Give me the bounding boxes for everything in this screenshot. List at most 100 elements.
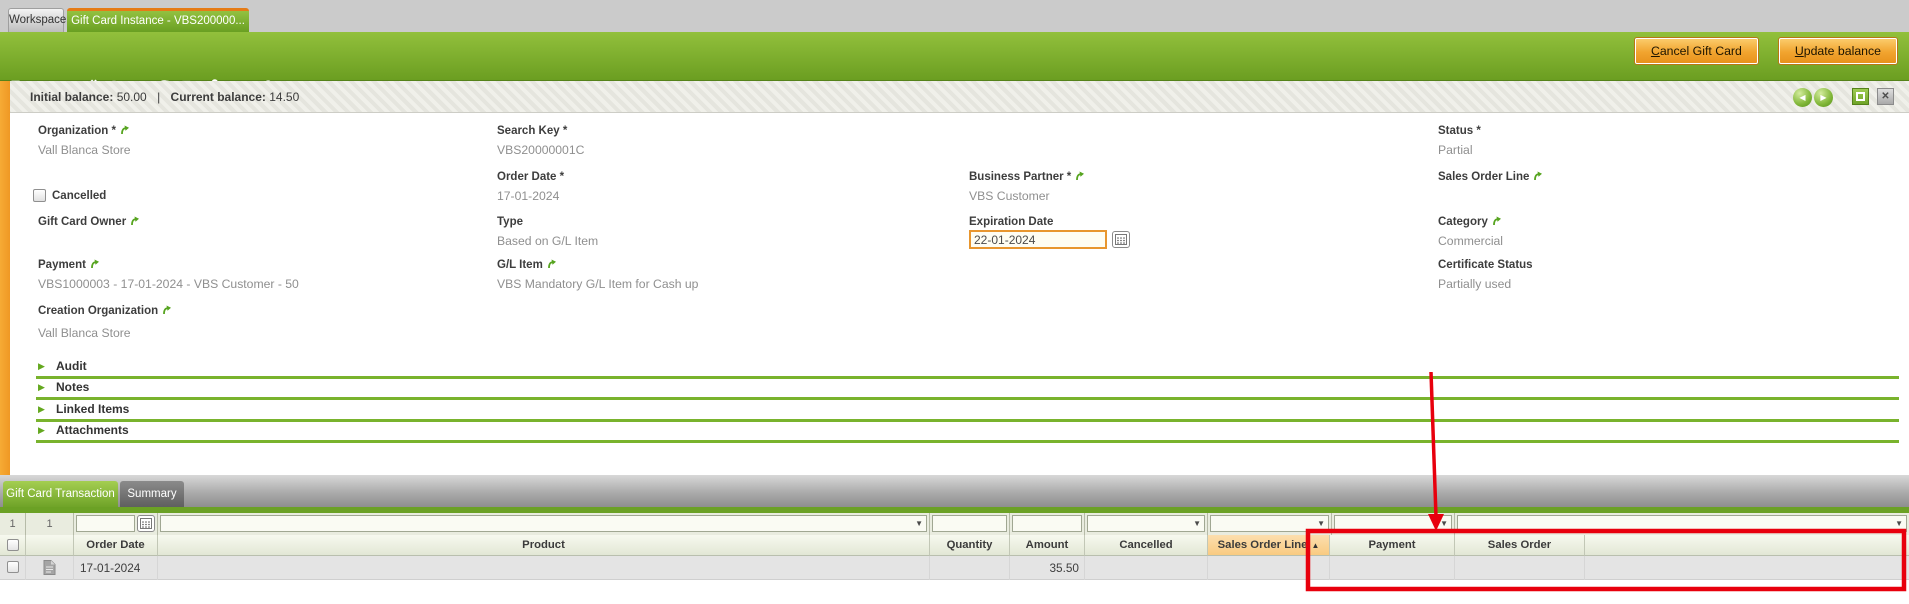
filter-amount (1010, 513, 1085, 535)
gift-card-transaction-grid: 1 1 ▼ ▼ ▼ ▼ ▼ (0, 513, 1909, 604)
field-value: Commercial (1438, 234, 1504, 248)
current-balance-value: 14.50 (269, 90, 300, 104)
filter-payment: ▼ (1332, 513, 1455, 535)
amount-filter-input[interactable] (1012, 515, 1082, 532)
cancelled-checkbox-label: Cancelled (52, 190, 107, 202)
tab-workspace[interactable]: Workspace (8, 8, 66, 32)
column-header-sales-order[interactable]: Sales Order (1455, 535, 1585, 556)
select-all-checkbox[interactable] (7, 539, 19, 551)
next-record-icon[interactable]: ▶ (1814, 88, 1833, 107)
column-header-product[interactable]: Product (158, 535, 930, 556)
column-header-sales-order-line[interactable]: Sales Order Line ▲ (1208, 535, 1330, 556)
section-label: Audit (56, 359, 87, 373)
cancelled-checkbox[interactable] (33, 189, 46, 202)
cell-product (158, 556, 930, 580)
field-value: Vall Blanca Store (38, 326, 131, 340)
filter-sales-order-line: ▼ (1208, 513, 1332, 535)
link-arrow-icon[interactable] (1533, 171, 1543, 181)
filter-order-date (74, 513, 158, 535)
select-all-header-cell (0, 535, 26, 556)
field-gl-item: G/L Item VBS Mandatory G/L Item for Cash… (497, 259, 698, 291)
calendar-icon[interactable] (1112, 231, 1130, 248)
transaction-row[interactable]: 17-01-2024 35.50 (0, 556, 1909, 580)
column-header-quantity[interactable]: Quantity (930, 535, 1010, 556)
expand-triangle-icon: ▶ (38, 382, 45, 392)
field-search-key: Search Key * VBS20000001C (497, 125, 584, 157)
field-value: Partially used (1438, 277, 1512, 291)
cell-sales-order-line (1208, 556, 1330, 580)
form-left-accent-stripe (0, 81, 10, 475)
grid-header-row: Order Date Product Quantity Amount Cance… (0, 535, 1909, 556)
filter-quantity (930, 513, 1010, 535)
section-linked-items[interactable]: ▶ Linked Items (36, 401, 1899, 422)
sales-order-filter-input[interactable]: ▼ (1457, 515, 1907, 532)
field-value: Partial (1438, 143, 1473, 157)
link-arrow-icon[interactable] (130, 216, 140, 226)
expand-triangle-icon: ▶ (38, 404, 45, 414)
filter-product: ▼ (158, 513, 930, 535)
tab-gift-card-instance[interactable]: Gift Card Instance - VBS200000...✕ (67, 8, 249, 46)
field-value: VBS1000003 - 17-01-2024 - VBS Customer -… (38, 277, 299, 291)
link-arrow-icon[interactable] (547, 259, 556, 269)
field-value: VBS20000001C (497, 143, 585, 157)
filter-dropdown-icon[interactable]: ▼ (1895, 519, 1903, 528)
form-area: Organization * Vall Blanca Store Search … (0, 113, 1909, 475)
expiration-date-input[interactable] (969, 230, 1107, 249)
field-label: Status * (1438, 125, 1481, 137)
payment-filter-input[interactable]: ▼ (1334, 515, 1452, 532)
filter-dropdown-icon[interactable]: ▼ (1317, 519, 1325, 528)
maximize-icon[interactable] (1852, 88, 1869, 105)
field-label: G/L Item (497, 259, 543, 271)
link-arrow-icon[interactable] (90, 259, 99, 269)
field-expiration-date-label: Expiration Date (969, 216, 1053, 230)
order-date-filter-input[interactable] (76, 515, 135, 532)
filler-header-cell (1585, 535, 1909, 556)
filter-dropdown-icon[interactable]: ▼ (1193, 519, 1201, 528)
link-arrow-icon[interactable] (162, 305, 172, 315)
product-filter-input[interactable]: ▼ (160, 515, 927, 532)
section-notes[interactable]: ▶ Notes (36, 379, 1899, 400)
field-status: Status * Partial (1438, 125, 1481, 157)
tab-label: Gift Card Instance - VBS200000... (71, 15, 245, 27)
filter-dropdown-icon[interactable]: ▼ (1440, 519, 1448, 528)
row-checkbox[interactable] (7, 561, 19, 573)
link-arrow-icon[interactable] (1492, 216, 1501, 226)
close-form-icon[interactable]: ✕ (1877, 88, 1894, 105)
status-bar: Initial balance: 50.00 | Current balance… (0, 81, 1909, 113)
column-header-payment[interactable]: Payment (1330, 535, 1455, 556)
field-value: VBS Mandatory G/L Item for Cash up (497, 277, 699, 291)
calendar-icon[interactable] (137, 515, 155, 532)
field-value: Vall Blanca Store (38, 143, 131, 157)
link-arrow-icon[interactable] (120, 125, 129, 135)
previous-record-icon[interactable]: ◀ (1793, 88, 1812, 107)
column-header-cancelled[interactable]: Cancelled (1085, 535, 1208, 556)
section-label: Linked Items (56, 402, 130, 416)
field-order-date: Order Date * 17-01-2024 (497, 171, 564, 203)
initial-balance-value: 50.00 (116, 90, 147, 104)
tab-summary[interactable]: Summary (120, 481, 184, 507)
field-category: Category Commercial (1438, 216, 1503, 248)
initial-balance-label: Initial balance: (30, 90, 114, 104)
child-tab-bar: Gift Card Transaction Summary (0, 475, 1909, 507)
current-balance-label: Current balance: (170, 90, 266, 104)
toolbar: Cancel Gift Card Update balance (0, 32, 1909, 99)
cancel-gift-card-button[interactable]: Cancel Gift Card (1634, 38, 1758, 64)
update-balance-button[interactable]: Update balance (1778, 38, 1897, 64)
section-audit[interactable]: ▶ Audit (36, 358, 1899, 379)
record-count-cell: 1 (26, 513, 74, 535)
tab-gift-card-transaction[interactable]: Gift Card Transaction (3, 481, 118, 507)
section-attachments[interactable]: ▶ Attachments (36, 422, 1899, 443)
field-organization: Organization * Vall Blanca Store (38, 125, 131, 157)
column-header-amount[interactable]: Amount (1010, 535, 1085, 556)
sales-order-line-filter-input[interactable]: ▼ (1210, 515, 1329, 532)
cell-sales-order (1455, 556, 1585, 580)
column-header-order-date[interactable]: Order Date (74, 535, 158, 556)
link-arrow-icon[interactable] (1075, 171, 1085, 181)
cancelled-filter-input[interactable]: ▼ (1087, 515, 1205, 532)
filter-sales-order: ▼ (1455, 513, 1909, 535)
filter-dropdown-icon[interactable]: ▼ (915, 519, 923, 528)
quantity-filter-input[interactable] (932, 515, 1007, 532)
section-label: Notes (56, 380, 90, 394)
field-label: Sales Order Line (1438, 171, 1530, 183)
